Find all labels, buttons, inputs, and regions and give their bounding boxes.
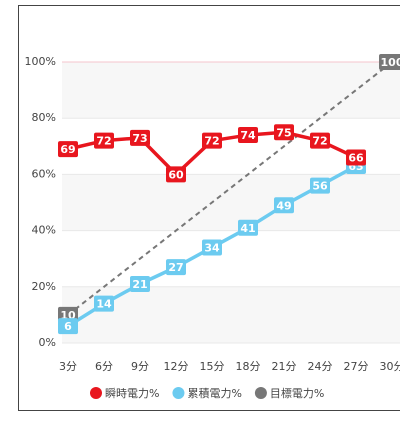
label-text: 6 <box>64 320 72 333</box>
label-text: 21 <box>132 278 147 291</box>
y-tick-label: 40% <box>32 224 56 237</box>
x-tick-label: 12分 <box>164 360 189 373</box>
legend-label: 目標電力% <box>270 386 324 400</box>
data-label: 49 <box>274 197 294 214</box>
y-tick-label: 80% <box>32 111 56 124</box>
data-label: 75 <box>274 124 294 141</box>
label-text: 14 <box>96 298 112 311</box>
label-text: 72 <box>204 135 219 148</box>
label-text: 49 <box>276 199 291 212</box>
label-box <box>94 132 114 149</box>
y-tick-label: 20% <box>32 280 56 293</box>
data-label: 27 <box>166 259 186 276</box>
label-box <box>346 149 366 166</box>
legend-swatch <box>90 387 102 399</box>
x-tick-label: 27分 <box>344 360 369 373</box>
x-tick-label: 18分 <box>236 360 261 373</box>
label-box <box>310 132 330 149</box>
data-label: 72 <box>310 132 330 149</box>
y-tick-label: 0% <box>39 336 56 349</box>
grid-band <box>62 286 400 343</box>
label-box <box>238 219 258 236</box>
data-label: 74 <box>238 127 258 144</box>
label-box <box>166 259 186 276</box>
label-text: 74 <box>240 129 256 142</box>
legend-label: 累積電力% <box>187 386 241 400</box>
x-tick-label: 30分 <box>380 360 400 373</box>
label-box <box>274 124 294 141</box>
data-label: 72 <box>202 132 222 149</box>
label-box <box>58 141 78 158</box>
data-label: 6 <box>58 318 78 335</box>
data-label: 56 <box>310 177 330 194</box>
label-box <box>310 177 330 194</box>
data-label: 14 <box>94 295 114 312</box>
label-text: 100 <box>381 56 400 69</box>
data-label: 72 <box>94 132 114 149</box>
x-tick-label: 3分 <box>59 360 77 373</box>
data-label: 34 <box>202 239 222 256</box>
label-text: 66 <box>348 152 364 165</box>
data-label: 69 <box>58 141 78 158</box>
x-tick-label: 21分 <box>272 360 297 373</box>
x-tick-label: 6分 <box>95 360 113 373</box>
label-text: 60 <box>168 168 184 181</box>
legend-swatch <box>254 387 267 399</box>
label-box <box>379 54 400 70</box>
label-text: 72 <box>312 135 327 148</box>
y-tick-label: 100% <box>25 55 56 68</box>
label-box <box>274 197 294 214</box>
label-text: 56 <box>312 180 328 193</box>
x-tick-label: 9分 <box>131 360 149 373</box>
label-box <box>130 129 150 146</box>
label-box <box>58 318 78 335</box>
x-tick-label: 15分 <box>200 360 225 373</box>
label-text: 34 <box>204 241 220 254</box>
label-text: 69 <box>60 143 75 156</box>
label-text: 73 <box>132 132 147 145</box>
data-label: 100 <box>379 54 400 70</box>
label-box <box>130 275 150 292</box>
label-box <box>202 132 222 149</box>
series-line <box>67 61 393 316</box>
label-box <box>202 239 222 256</box>
data-label: 60 <box>166 166 186 183</box>
data-label: 73 <box>130 129 150 146</box>
grid-band <box>62 62 400 119</box>
x-tick-label: 24分 <box>308 360 333 373</box>
data-label: 41 <box>238 219 258 236</box>
label-text: 41 <box>240 222 255 235</box>
legend-label: 瞬時電力% <box>105 387 159 400</box>
label-box <box>166 166 186 183</box>
data-label: 21 <box>130 275 150 292</box>
label-box <box>238 127 258 144</box>
legend-swatch <box>172 387 185 399</box>
y-tick-label: 60% <box>32 167 56 180</box>
label-text: 27 <box>168 261 183 274</box>
label-text: 72 <box>96 135 111 148</box>
label-box <box>94 295 114 312</box>
grid-band <box>62 174 400 231</box>
label-text: 75 <box>276 126 291 139</box>
data-label: 66 <box>346 149 366 166</box>
